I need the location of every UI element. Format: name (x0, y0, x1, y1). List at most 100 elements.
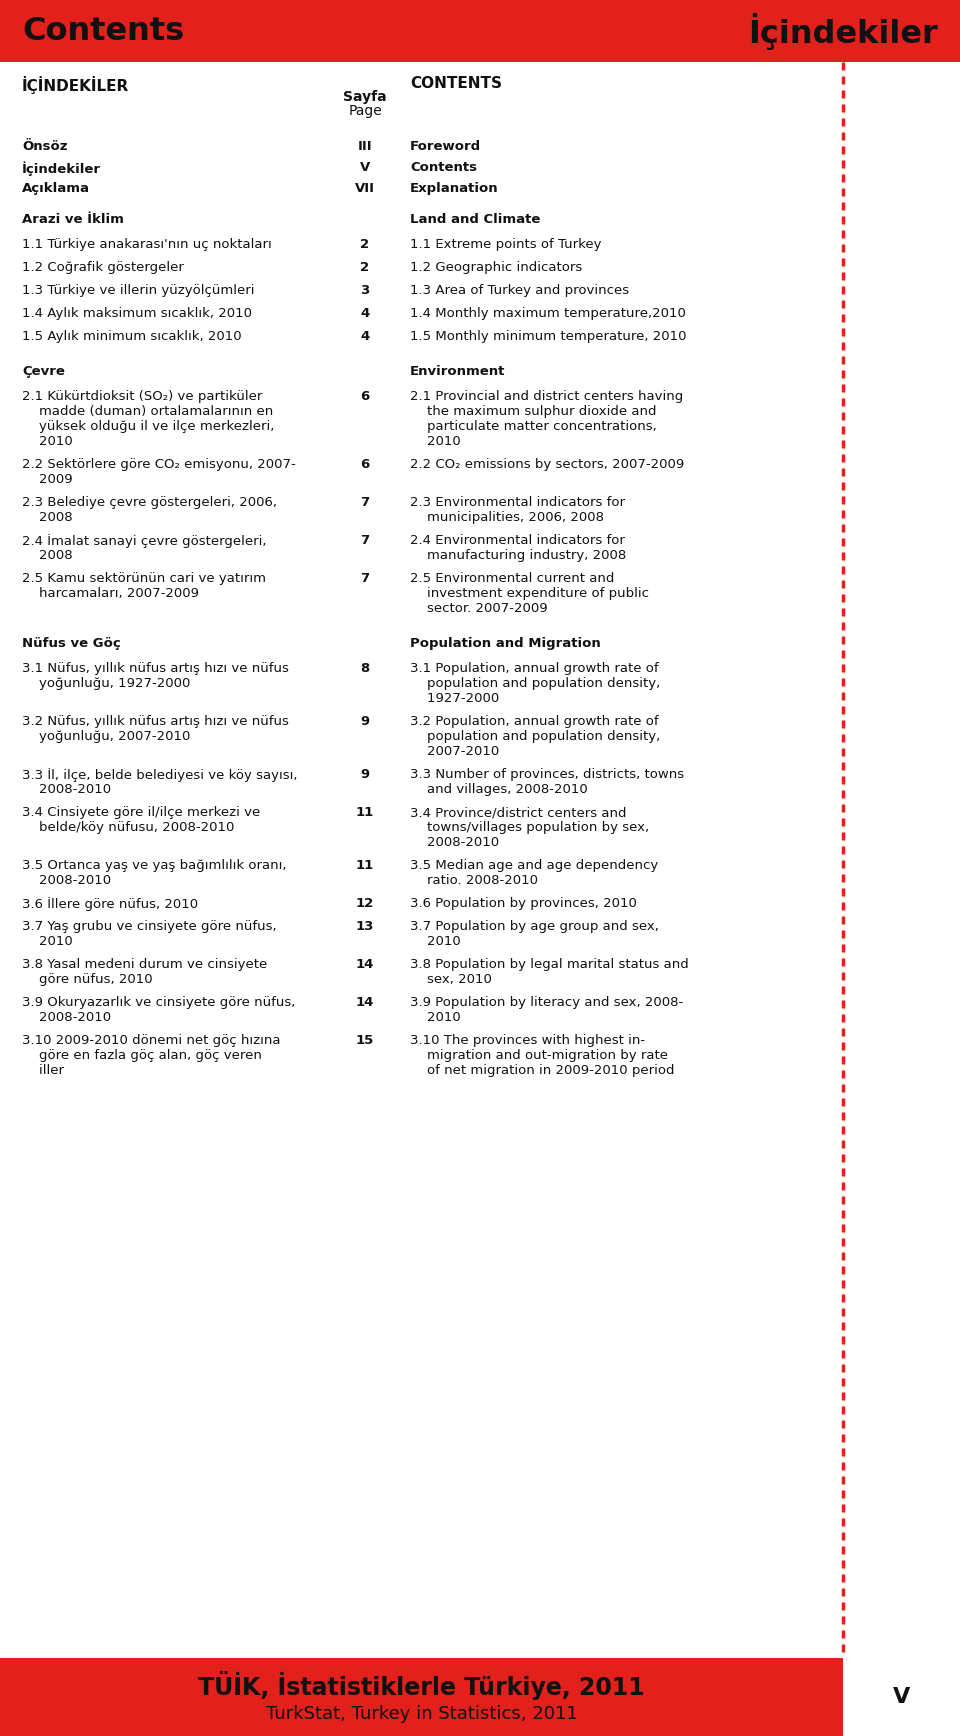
Text: Population and Migration: Population and Migration (410, 637, 601, 649)
Text: TurkStat, Turkey in Statistics, 2011: TurkStat, Turkey in Statistics, 2011 (266, 1705, 577, 1724)
Text: 1.3 Area of Turkey and provinces: 1.3 Area of Turkey and provinces (410, 285, 629, 297)
Text: 2: 2 (360, 260, 370, 274)
Text: belde/köy nüfusu, 2008-2010: belde/köy nüfusu, 2008-2010 (22, 821, 234, 833)
Text: göre nüfus, 2010: göre nüfus, 2010 (22, 972, 153, 986)
Text: 3.3 Number of provinces, districts, towns: 3.3 Number of provinces, districts, town… (410, 767, 684, 781)
Text: 1.3 Türkiye ve illerin yüzyölçümleri: 1.3 Türkiye ve illerin yüzyölçümleri (22, 285, 254, 297)
Text: harcamaları, 2007-2009: harcamaları, 2007-2009 (22, 587, 199, 601)
Text: İçindekiler: İçindekiler (22, 161, 101, 175)
Text: 3.3 İl, ilçe, belde belediyesi ve köy sayısı,: 3.3 İl, ilçe, belde belediyesi ve köy sa… (22, 767, 298, 781)
Text: 2.2 Sektörlere göre CO₂ emisyonu, 2007-: 2.2 Sektörlere göre CO₂ emisyonu, 2007- (22, 458, 296, 470)
Text: 2008: 2008 (22, 510, 73, 524)
Text: İÇİNDEKİLER: İÇİNDEKİLER (22, 76, 130, 94)
Text: 9: 9 (360, 767, 370, 781)
Text: Foreword: Foreword (410, 141, 481, 153)
Text: 2.3 Environmental indicators for: 2.3 Environmental indicators for (410, 496, 625, 509)
Text: 2008-2010: 2008-2010 (410, 837, 499, 849)
Text: 3.4 Province/district centers and: 3.4 Province/district centers and (410, 806, 627, 819)
Text: 7: 7 (360, 571, 370, 585)
Text: sector. 2007-2009: sector. 2007-2009 (410, 602, 547, 615)
Text: Contents: Contents (410, 161, 477, 174)
Text: 3.1 Population, annual growth rate of: 3.1 Population, annual growth rate of (410, 661, 659, 675)
Text: 2008: 2008 (22, 549, 73, 562)
Text: İçindekiler: İçindekiler (748, 12, 938, 50)
Text: 2008-2010: 2008-2010 (22, 783, 111, 797)
Text: 1.4 Monthly maximum temperature,2010: 1.4 Monthly maximum temperature,2010 (410, 307, 685, 319)
Text: 2.5 Kamu sektörünün cari ve yatırım: 2.5 Kamu sektörünün cari ve yatırım (22, 571, 266, 585)
Text: Explanation: Explanation (410, 182, 498, 194)
Text: 3.9 Okuryazarlık ve cinsiyete göre nüfus,: 3.9 Okuryazarlık ve cinsiyete göre nüfus… (22, 996, 296, 1009)
Text: the maximum sulphur dioxide and: the maximum sulphur dioxide and (410, 404, 657, 418)
Text: of net migration in 2009-2010 period: of net migration in 2009-2010 period (410, 1064, 675, 1076)
Text: madde (duman) ortalamalarının en: madde (duman) ortalamalarının en (22, 404, 274, 418)
Text: 3.7 Yaş grubu ve cinsiyete göre nüfus,: 3.7 Yaş grubu ve cinsiyete göre nüfus, (22, 920, 276, 932)
Text: Açıklama: Açıklama (22, 182, 90, 194)
Text: 1.1 Türkiye anakarası'nın uç noktaları: 1.1 Türkiye anakarası'nın uç noktaları (22, 238, 272, 252)
Text: 3.2 Nüfus, yıllık nüfus artış hızı ve nüfus: 3.2 Nüfus, yıllık nüfus artış hızı ve nü… (22, 715, 289, 727)
Text: Environment: Environment (410, 365, 505, 378)
Text: Contents: Contents (22, 16, 184, 47)
Text: 11: 11 (356, 806, 374, 819)
Text: 7: 7 (360, 496, 370, 509)
Text: VII: VII (355, 182, 375, 194)
Text: 6: 6 (360, 391, 370, 403)
Text: Çevre: Çevre (22, 365, 65, 378)
Text: 2.1 Kükürtdioksit (SO₂) ve partiküler: 2.1 Kükürtdioksit (SO₂) ve partiküler (22, 391, 262, 403)
Text: 9: 9 (360, 715, 370, 727)
Text: 2010: 2010 (410, 1010, 461, 1024)
Text: 11: 11 (356, 859, 374, 871)
Text: yoğunluğu, 2007-2010: yoğunluğu, 2007-2010 (22, 731, 190, 743)
Text: yoğunluğu, 1927-2000: yoğunluğu, 1927-2000 (22, 677, 190, 689)
Text: municipalities, 2006, 2008: municipalities, 2006, 2008 (410, 510, 604, 524)
Text: manufacturing industry, 2008: manufacturing industry, 2008 (410, 549, 626, 562)
Text: 4: 4 (360, 307, 370, 319)
Text: 2008-2010: 2008-2010 (22, 1010, 111, 1024)
Text: 2010: 2010 (410, 936, 461, 948)
Text: 1.2 Coğrafik göstergeler: 1.2 Coğrafik göstergeler (22, 260, 184, 274)
Bar (843, 1658, 960, 1736)
Text: 3.5 Median age and age dependency: 3.5 Median age and age dependency (410, 859, 659, 871)
Text: 3.7 Population by age group and sex,: 3.7 Population by age group and sex, (410, 920, 659, 932)
Text: Land and Climate: Land and Climate (410, 214, 540, 226)
Text: 6: 6 (360, 458, 370, 470)
Text: 2: 2 (360, 238, 370, 252)
Text: 2.2 CO₂ emissions by sectors, 2007-2009: 2.2 CO₂ emissions by sectors, 2007-2009 (410, 458, 684, 470)
Text: 15: 15 (356, 1035, 374, 1047)
Text: and villages, 2008-2010: and villages, 2008-2010 (410, 783, 588, 797)
Text: III: III (358, 141, 372, 153)
Text: 2008-2010: 2008-2010 (22, 873, 111, 887)
Text: 1.5 Aylık minimum sıcaklık, 2010: 1.5 Aylık minimum sıcaklık, 2010 (22, 330, 242, 344)
Text: Arazi ve İklim: Arazi ve İklim (22, 214, 124, 226)
Text: 2.5 Environmental current and: 2.5 Environmental current and (410, 571, 614, 585)
Text: CONTENTS: CONTENTS (410, 76, 502, 90)
Bar (0, 0, 960, 62)
Text: 3.10 The provinces with highest in-: 3.10 The provinces with highest in- (410, 1035, 645, 1047)
Text: 2.3 Belediye çevre göstergeleri, 2006,: 2.3 Belediye çevre göstergeleri, 2006, (22, 496, 277, 509)
Text: 2.4 İmalat sanayi çevre göstergeleri,: 2.4 İmalat sanayi çevre göstergeleri, (22, 535, 267, 549)
Text: 7: 7 (360, 535, 370, 547)
Text: 3.6 Population by provinces, 2010: 3.6 Population by provinces, 2010 (410, 898, 636, 910)
Text: 3.1 Nüfus, yıllık nüfus artış hızı ve nüfus: 3.1 Nüfus, yıllık nüfus artış hızı ve nü… (22, 661, 289, 675)
Text: 1.1 Extreme points of Turkey: 1.1 Extreme points of Turkey (410, 238, 602, 252)
Text: 2009: 2009 (22, 472, 73, 486)
Text: Page: Page (348, 104, 382, 118)
Text: towns/villages population by sex,: towns/villages population by sex, (410, 821, 649, 833)
Text: Nüfus ve Göç: Nüfus ve Göç (22, 637, 121, 649)
Text: 1.2 Geographic indicators: 1.2 Geographic indicators (410, 260, 583, 274)
Text: iller: iller (22, 1064, 64, 1076)
Text: Önsöz: Önsöz (22, 141, 67, 153)
Text: migration and out-migration by rate: migration and out-migration by rate (410, 1049, 668, 1062)
Text: 8: 8 (360, 661, 370, 675)
Text: particulate matter concentrations,: particulate matter concentrations, (410, 420, 657, 432)
Text: 3.10 2009-2010 dönemi net göç hızına: 3.10 2009-2010 dönemi net göç hızına (22, 1035, 280, 1047)
Text: 13: 13 (356, 920, 374, 932)
Text: 2010: 2010 (410, 436, 461, 448)
Text: Sayfa: Sayfa (343, 90, 387, 104)
Text: 3.5 Ortanca yaş ve yaş bağımlılık oranı,: 3.5 Ortanca yaş ve yaş bağımlılık oranı, (22, 859, 286, 871)
Bar (0, 1658, 960, 1736)
Text: 3.8 Population by legal marital status and: 3.8 Population by legal marital status a… (410, 958, 688, 970)
Text: 3.9 Population by literacy and sex, 2008-: 3.9 Population by literacy and sex, 2008… (410, 996, 684, 1009)
Text: sex, 2010: sex, 2010 (410, 972, 492, 986)
Text: population and population density,: population and population density, (410, 677, 660, 689)
Text: 1.4 Aylık maksimum sıcaklık, 2010: 1.4 Aylık maksimum sıcaklık, 2010 (22, 307, 252, 319)
